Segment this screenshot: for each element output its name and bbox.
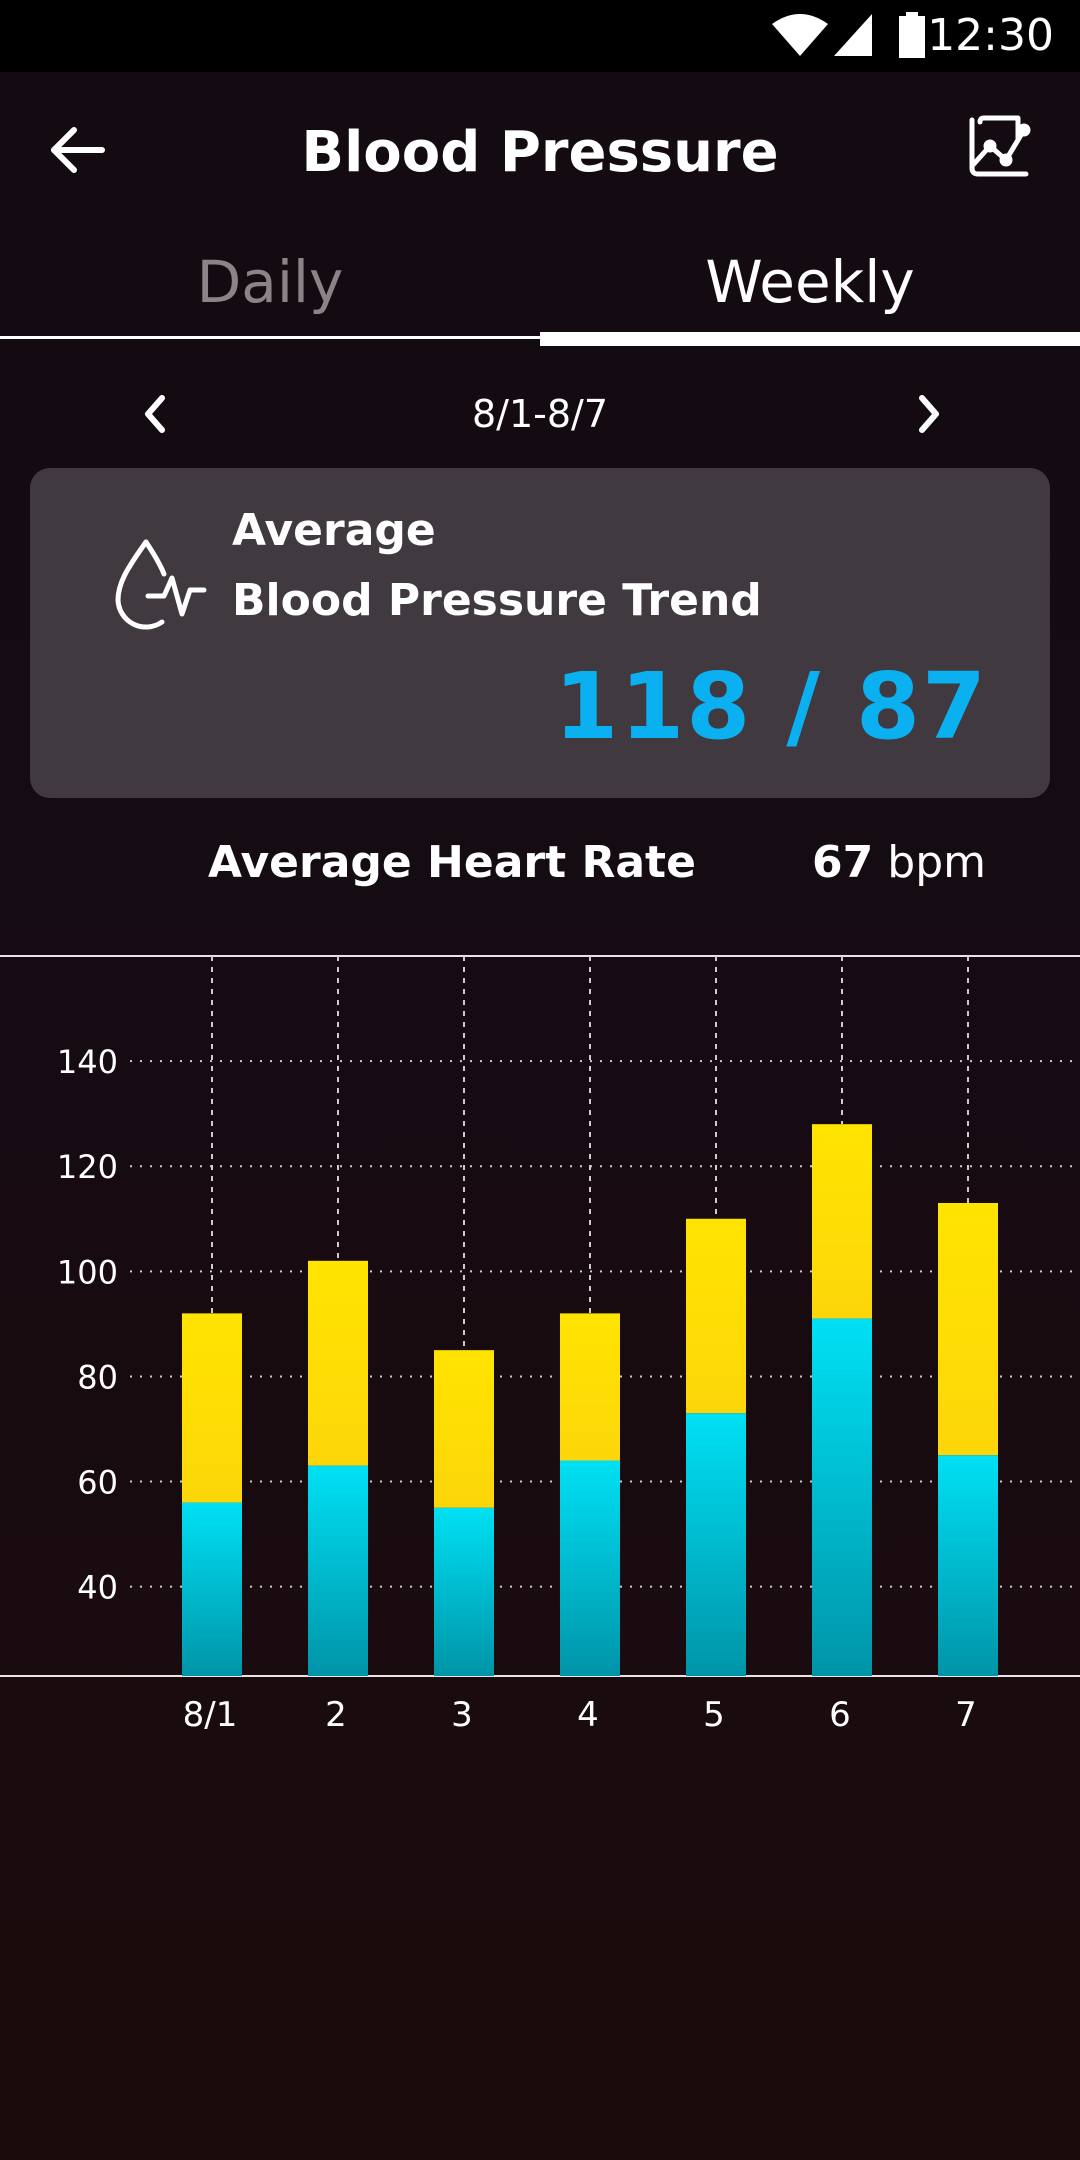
battery-icon — [899, 12, 925, 58]
summary-title-line2: Blood Pressure Trend — [232, 575, 762, 626]
diastolic-bar[interactable] — [686, 1413, 746, 1676]
status-time: 12:30 — [927, 10, 1054, 61]
tab-weekly[interactable]: Weekly — [705, 248, 915, 316]
tab-divider — [0, 336, 540, 339]
trend-chart-button[interactable] — [960, 108, 1040, 188]
tab-daily[interactable]: Daily — [196, 248, 344, 316]
systolic-bar[interactable] — [560, 1313, 620, 1461]
heart-rate-unit: bpm — [887, 837, 986, 888]
blood-pressure-chart: 40 60 80 100 120 140 8/1 2 3 4 5 6 7 — [0, 940, 1080, 1740]
y-tick-label: 100 — [57, 1253, 118, 1291]
heart-rate-value: 67 bpm — [812, 828, 986, 898]
x-tick-label: 8/1 — [183, 1695, 238, 1735]
systolic-bar[interactable] — [938, 1203, 998, 1456]
chevron-right-icon — [919, 395, 939, 433]
next-week-button[interactable] — [904, 386, 954, 442]
app-bar: Blood Pressure — [0, 72, 1080, 232]
x-tick-label: 7 — [955, 1695, 977, 1735]
date-navigator: 8/1-8/7 — [0, 380, 1080, 450]
period-tabs: Daily Weekly — [0, 232, 1080, 346]
status-bar: 12:30 — [0, 0, 1080, 72]
heart-rate-label: Average Heart Rate — [208, 837, 696, 888]
chevron-left-icon — [145, 395, 165, 433]
systolic-bar[interactable] — [812, 1124, 872, 1319]
back-button[interactable] — [40, 112, 116, 188]
tab-active-indicator — [540, 332, 1080, 346]
trend-chart-icon — [969, 115, 1031, 177]
blood-pressure-summary-card: Average Blood Pressure Trend 118 / 87 — [30, 468, 1050, 798]
diastolic-bar[interactable] — [560, 1460, 620, 1676]
date-range-label: 8/1-8/7 — [471, 392, 609, 436]
blood-drop-pulse-icon — [115, 539, 207, 630]
y-tick-label: 40 — [77, 1569, 118, 1607]
summary-title: Average Blood Pressure Trend — [232, 496, 762, 636]
diastolic-bar[interactable] — [938, 1455, 998, 1676]
y-tick-label: 80 — [77, 1358, 118, 1396]
heart-rate-row: Average Heart Rate 67 bpm — [0, 828, 1080, 898]
x-tick-label: 5 — [703, 1695, 725, 1735]
x-tick-label: 3 — [451, 1695, 473, 1735]
systolic-bar[interactable] — [308, 1260, 368, 1466]
average-blood-pressure-value: 118 / 87 — [554, 653, 988, 760]
y-tick-label: 140 — [57, 1043, 118, 1081]
diastolic-bar[interactable] — [434, 1507, 494, 1676]
heart-rate-number: 67 — [812, 837, 874, 888]
x-tick-label: 4 — [577, 1695, 599, 1735]
systolic-bar[interactable] — [182, 1313, 242, 1503]
signal-icon — [834, 14, 872, 56]
x-tick-label: 6 — [829, 1695, 851, 1735]
wifi-icon — [772, 14, 828, 56]
y-tick-label: 60 — [77, 1464, 118, 1502]
y-tick-label: 120 — [57, 1148, 118, 1186]
systolic-bar[interactable] — [686, 1218, 746, 1414]
x-tick-label: 2 — [325, 1695, 347, 1735]
chart-canvas: 40 60 80 100 120 140 8/1 2 3 4 5 6 7 — [0, 955, 1080, 1735]
previous-week-button[interactable] — [130, 386, 180, 442]
systolic-bar[interactable] — [434, 1350, 494, 1508]
diastolic-bar[interactable] — [812, 1318, 872, 1676]
diastolic-bar[interactable] — [182, 1502, 242, 1676]
diastolic-bar[interactable] — [308, 1465, 368, 1676]
summary-title-line1: Average — [232, 505, 436, 556]
back-arrow-icon — [51, 127, 105, 173]
page-title: Blood Pressure — [301, 120, 779, 185]
